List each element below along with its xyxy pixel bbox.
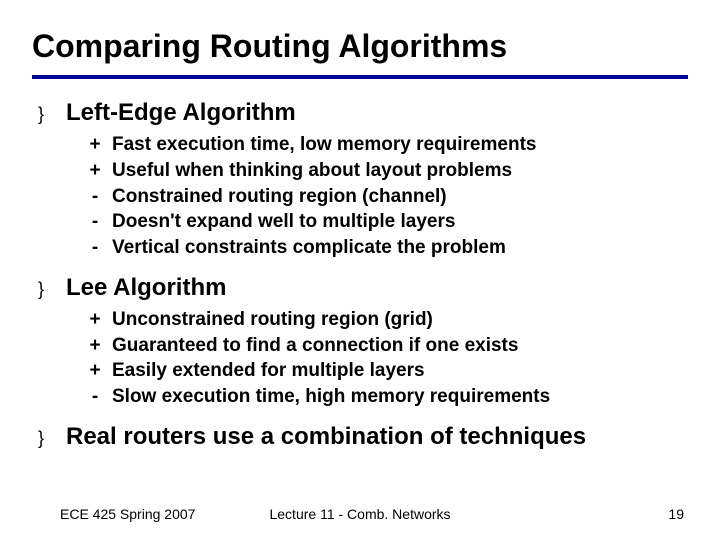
slide: Comparing Routing Algorithms } Left-Edge… — [0, 0, 720, 540]
section-heading: Real routers use a combination of techni… — [66, 423, 586, 451]
plus-icon: + — [88, 309, 102, 331]
point-text: Easily extended for multiple layers — [112, 359, 425, 383]
points-list: + Unconstrained routing region (grid) + … — [88, 308, 688, 409]
bullet-icon: } — [38, 280, 54, 298]
slide-footer: ECE 425 Spring 2007 Lecture 11 - Comb. N… — [0, 506, 720, 522]
minus-icon: - — [88, 386, 102, 408]
section-row: } Lee Algorithm — [38, 274, 688, 302]
minus-icon: - — [88, 211, 102, 233]
list-item: - Slow execution time, high memory requi… — [88, 385, 688, 409]
title-rule — [32, 75, 688, 79]
slide-title: Comparing Routing Algorithms — [32, 28, 688, 65]
list-item: - Constrained routing region (channel) — [88, 185, 688, 209]
points-list: + Fast execution time, low memory requir… — [88, 133, 688, 260]
plus-icon: + — [88, 160, 102, 182]
section-heading: Left-Edge Algorithm — [66, 99, 296, 127]
plus-icon: + — [88, 134, 102, 156]
footer-page-number: 19 — [668, 506, 684, 522]
list-item: + Fast execution time, low memory requir… — [88, 133, 688, 157]
point-text: Vertical constraints complicate the prob… — [112, 236, 506, 260]
list-item: + Guaranteed to find a connection if one… — [88, 334, 688, 358]
minus-icon: - — [88, 186, 102, 208]
bullet-icon: } — [38, 105, 54, 123]
point-text: Constrained routing region (channel) — [112, 185, 447, 209]
point-text: Slow execution time, high memory require… — [112, 385, 550, 409]
plus-icon: + — [88, 360, 102, 382]
list-item: + Easily extended for multiple layers — [88, 359, 688, 383]
section-row: } Left-Edge Algorithm — [38, 99, 688, 127]
section-heading: Lee Algorithm — [66, 274, 226, 302]
section-row: } Real routers use a combination of tech… — [38, 423, 688, 451]
plus-icon: + — [88, 335, 102, 357]
list-item: + Useful when thinking about layout prob… — [88, 159, 688, 183]
list-item: - Doesn't expand well to multiple layers — [88, 210, 688, 234]
section-conclusion: } Real routers use a combination of tech… — [32, 423, 688, 451]
footer-center: Lecture 11 - Comb. Networks — [269, 506, 450, 522]
section-left-edge: } Left-Edge Algorithm + Fast execution t… — [32, 99, 688, 260]
section-lee: } Lee Algorithm + Unconstrained routing … — [32, 274, 688, 409]
bullet-icon: } — [38, 429, 54, 447]
point-text: Unconstrained routing region (grid) — [112, 308, 433, 332]
list-item: + Unconstrained routing region (grid) — [88, 308, 688, 332]
point-text: Guaranteed to find a connection if one e… — [112, 334, 518, 358]
point-text: Useful when thinking about layout proble… — [112, 159, 512, 183]
point-text: Doesn't expand well to multiple layers — [112, 210, 455, 234]
list-item: - Vertical constraints complicate the pr… — [88, 236, 688, 260]
point-text: Fast execution time, low memory requirem… — [112, 133, 536, 157]
minus-icon: - — [88, 237, 102, 259]
footer-left: ECE 425 Spring 2007 — [60, 506, 195, 522]
